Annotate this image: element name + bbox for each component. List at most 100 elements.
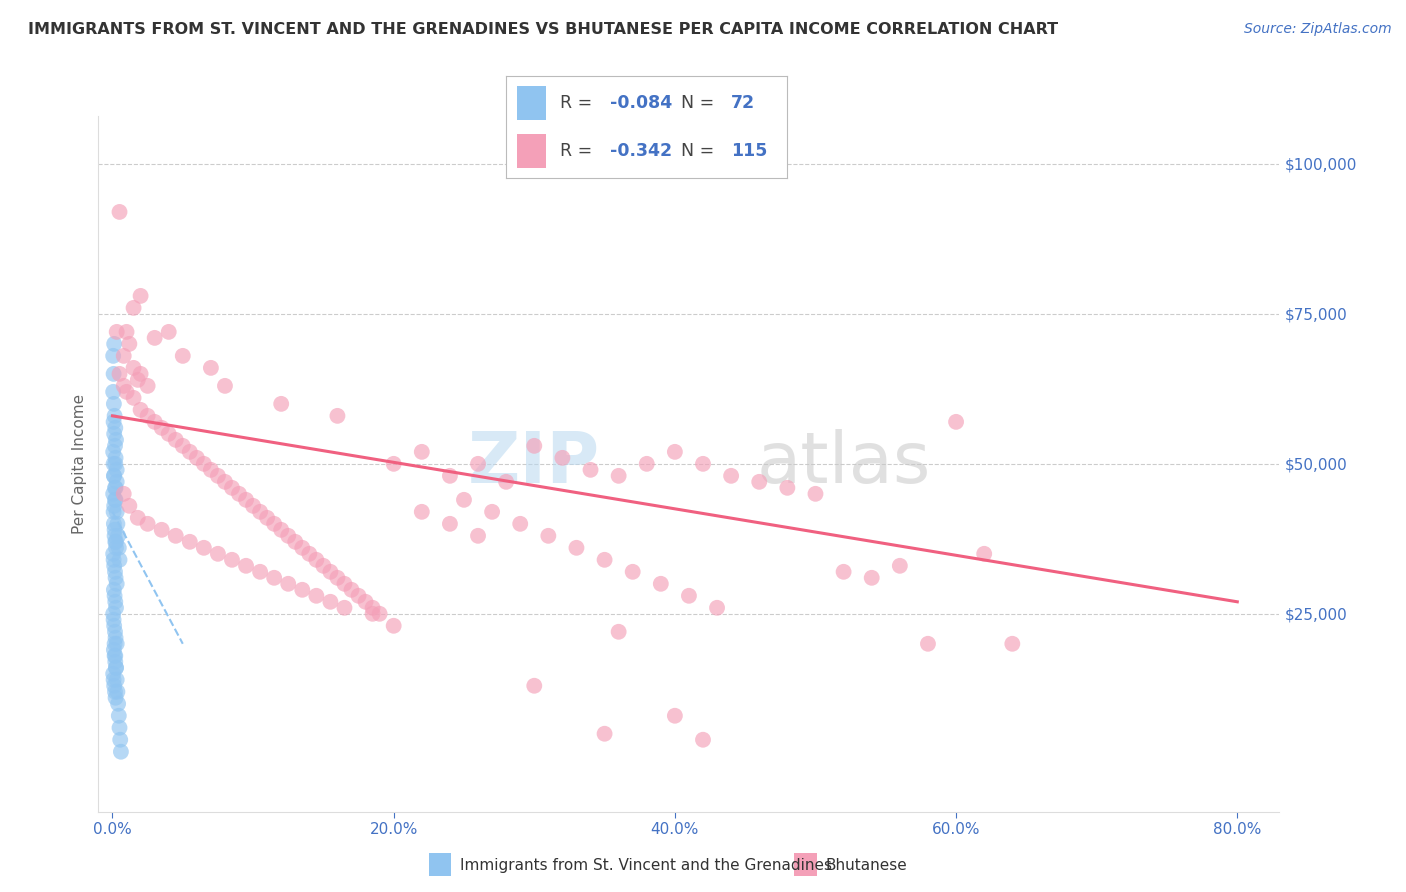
Point [103,499,125,513]
Text: N =: N = [681,94,720,112]
Text: 72: 72 [731,94,755,112]
Point [150,421,173,435]
Point [263,571,285,585]
Point [103,367,125,381]
Point [165,529,187,543]
Point [104,409,127,423]
Point [143,415,166,429]
Point [593,553,616,567]
Point [523,679,546,693]
Point [103,553,125,567]
Point [104,492,127,507]
Point [104,534,127,549]
Point [319,565,342,579]
Point [136,409,159,423]
Point [200,360,222,375]
Point [129,289,152,303]
Text: IMMIGRANTS FROM ST. VINCENT AND THE GRENADINES VS BHUTANESE PER CAPITA INCOME CO: IMMIGRANTS FROM ST. VINCENT AND THE GREN… [28,22,1059,37]
Point [270,523,292,537]
Point [122,360,145,375]
Point [221,553,243,567]
Point [110,732,132,747]
Point [104,571,127,585]
Point [221,481,243,495]
Point [143,331,166,345]
Point [104,648,127,663]
Point [103,505,125,519]
Point [107,697,129,711]
Point [105,576,128,591]
Point [115,325,138,339]
Point [748,475,770,489]
Point [207,468,229,483]
Point [305,553,328,567]
Point [291,541,314,555]
Point [889,558,911,573]
Point [105,661,128,675]
Point [411,445,433,459]
Point [361,600,384,615]
Point [214,379,236,393]
Point [136,379,159,393]
Point [354,595,377,609]
Point [172,349,194,363]
Point [104,450,127,465]
Text: atlas: atlas [756,429,931,499]
Point [105,637,128,651]
Text: R =: R = [560,94,598,112]
Point [382,619,405,633]
Text: R =: R = [560,142,598,161]
Point [108,721,131,735]
Point [104,589,127,603]
Point [105,661,128,675]
Point [650,576,672,591]
Point [129,367,152,381]
Point [692,457,714,471]
Point [104,637,127,651]
Point [127,373,149,387]
Point [108,367,131,381]
Point [523,439,546,453]
Point [333,576,356,591]
Point [973,547,995,561]
Point [118,499,141,513]
Point [509,516,531,531]
Point [107,685,129,699]
Point [103,468,125,483]
Point [107,529,129,543]
Point [249,505,271,519]
Point [678,589,700,603]
Point [193,541,215,555]
Point [103,642,125,657]
Point [104,523,127,537]
Point [105,673,128,687]
Point [347,589,370,603]
Point [579,463,602,477]
Point [467,529,489,543]
Point [104,481,127,495]
Point [368,607,391,621]
Point [340,582,363,597]
Point [333,600,356,615]
Point [105,534,128,549]
Point [284,534,307,549]
Point [312,558,335,573]
Text: ZIP: ZIP [468,429,600,499]
Point [115,384,138,399]
Point [104,481,127,495]
Point [945,415,967,429]
Point [720,468,742,483]
Point [107,516,129,531]
Point [103,679,125,693]
Point [129,402,152,417]
Point [411,505,433,519]
Point [103,397,125,411]
Point [361,607,384,621]
Point [103,426,125,441]
Text: 115: 115 [731,142,768,161]
Point [270,397,292,411]
Point [108,541,131,555]
Point [804,487,827,501]
Point [439,516,461,531]
Text: -0.084: -0.084 [610,94,672,112]
